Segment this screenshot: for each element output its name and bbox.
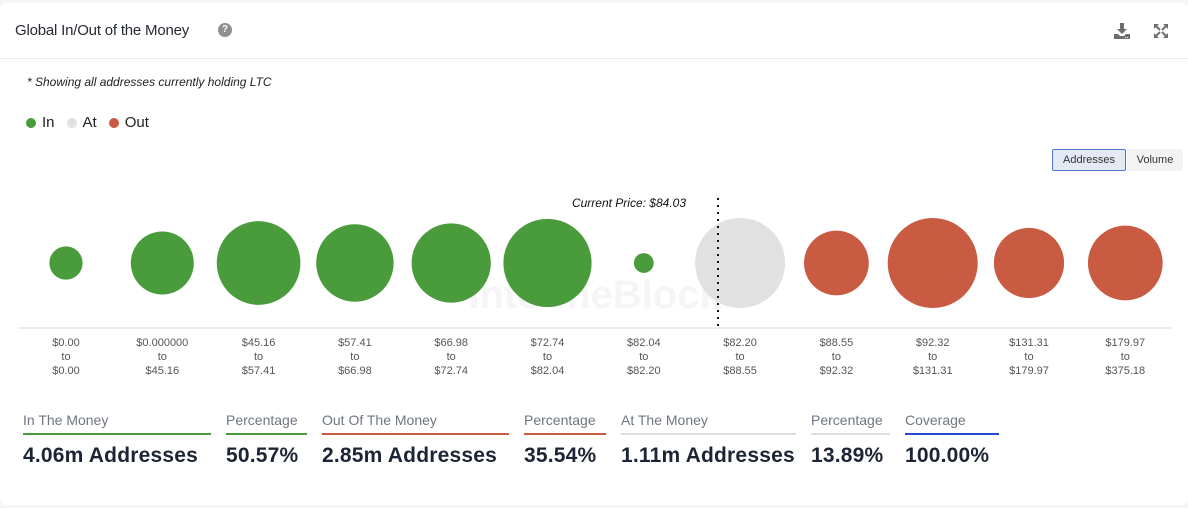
tick-label-joiner: to bbox=[928, 351, 937, 363]
question-circle-icon[interactable]: ? bbox=[218, 23, 232, 37]
tick-label-joiner: to bbox=[1024, 351, 1033, 363]
tick-label: $45.16 bbox=[145, 365, 179, 377]
stat-label: Percentage bbox=[226, 412, 307, 435]
bubble-chart: IntoTheBlock $0.00 to $0.00 $0.000000 to $45.1… bbox=[18, 196, 1172, 377]
stat-value: 35.54% bbox=[524, 444, 597, 467]
card-header: Global In/Out of the Money ? bbox=[0, 3, 1188, 59]
legend-label-in: In bbox=[42, 114, 55, 131]
stat-value: 4.06m Addresses bbox=[23, 444, 198, 467]
tick-label: $82.20 bbox=[627, 365, 661, 377]
stat-value: 1.11m Addresses bbox=[621, 444, 795, 467]
legend-item-out[interactable]: Out bbox=[108, 114, 149, 131]
watermark-text: IntoTheBlock bbox=[468, 273, 722, 317]
legend-label-at: At bbox=[82, 114, 97, 131]
tick-label: $66.98 bbox=[338, 365, 372, 377]
tick-label: $131.31 bbox=[913, 365, 953, 377]
tick-label-joiner: to bbox=[736, 351, 745, 363]
legend-dot-in bbox=[26, 117, 36, 128]
tick-label: $45.16 bbox=[242, 337, 276, 349]
bubble-out bbox=[804, 230, 869, 296]
tick-label-joiner: to bbox=[639, 351, 648, 363]
bubble-in bbox=[216, 221, 301, 305]
stat-in-the-money: In The Money 4.06m Addresses bbox=[23, 412, 211, 468]
volume-toggle[interactable]: Volume bbox=[1127, 149, 1183, 171]
bubble-in bbox=[411, 223, 491, 303]
legend-dot-out bbox=[108, 117, 119, 128]
tick-label: $131.31 bbox=[1009, 337, 1049, 349]
bubble-in bbox=[503, 218, 592, 308]
tick-label-joiner: to bbox=[254, 351, 263, 363]
tick-label: $0.00 bbox=[52, 337, 80, 349]
holding-note: * Showing all addresses currently holdin… bbox=[27, 75, 272, 89]
stat-coverage: Coverage 100.00% bbox=[905, 412, 999, 468]
tick-label: $82.20 bbox=[723, 337, 757, 349]
bubble-in bbox=[130, 231, 194, 295]
tick-label-joiner: to bbox=[1121, 351, 1130, 363]
stat-label: At The Money bbox=[621, 412, 796, 435]
tick-label: $82.04 bbox=[627, 337, 661, 349]
stat-at-the-money: At The Money 1.11m Addresses bbox=[621, 412, 796, 468]
tick-label: $88.55 bbox=[820, 337, 854, 349]
tick-label: $66.98 bbox=[434, 337, 468, 349]
tick-label: $0.00 bbox=[52, 365, 80, 377]
tick-label: $179.97 bbox=[1009, 365, 1049, 377]
tick-label: $92.32 bbox=[916, 337, 950, 349]
bubble-at bbox=[695, 218, 786, 308]
bubble-out bbox=[993, 227, 1065, 299]
stat-value: 13.89% bbox=[811, 444, 884, 467]
tick-label-joiner: to bbox=[447, 351, 456, 363]
legend-item-in[interactable]: In bbox=[26, 114, 55, 131]
tick-label-joiner: to bbox=[350, 351, 359, 363]
bubble-in bbox=[316, 224, 394, 302]
bubble-in bbox=[633, 253, 654, 273]
tick-label-joiner: to bbox=[158, 351, 167, 363]
tick-label: $179.97 bbox=[1105, 337, 1145, 349]
addresses-toggle[interactable]: Addresses bbox=[1052, 149, 1126, 171]
tick-label: $72.74 bbox=[434, 365, 468, 377]
legend-label-out: Out bbox=[124, 114, 149, 131]
current-price-label: Current Price: $84.03 bbox=[572, 196, 686, 210]
stat-in-percentage: Percentage 50.57% bbox=[226, 412, 307, 468]
in-out-money-card: Global In/Out of the Money ? * Showing a… bbox=[0, 3, 1188, 505]
stat-out-of-the-money: Out Of The Money 2.85m Addresses bbox=[322, 412, 509, 468]
tick-label: $92.32 bbox=[820, 365, 854, 377]
stat-label: In The Money bbox=[23, 412, 211, 435]
stat-label: Coverage bbox=[905, 412, 999, 435]
stat-value: 50.57% bbox=[226, 444, 299, 467]
stat-label: Percentage bbox=[524, 412, 606, 435]
tick-label: $375.18 bbox=[1105, 365, 1145, 377]
tick-label-joiner: to bbox=[61, 351, 70, 363]
tick-label-joiner: to bbox=[543, 351, 552, 363]
tick-label: $82.04 bbox=[531, 365, 565, 377]
tick-label: $57.41 bbox=[338, 337, 372, 349]
stat-value: 2.85m Addresses bbox=[322, 444, 497, 467]
tick-label: $72.74 bbox=[531, 337, 565, 349]
stat-label: Out Of The Money bbox=[322, 412, 509, 435]
chart-legend: In At Out bbox=[26, 114, 161, 131]
bubble-out bbox=[1087, 225, 1163, 301]
tick-label-joiner: to bbox=[832, 351, 841, 363]
download-icon[interactable] bbox=[1113, 22, 1131, 40]
stat-out-percentage: Percentage 35.54% bbox=[524, 412, 606, 468]
stat-value: 100.00% bbox=[905, 444, 990, 467]
legend-dot-at bbox=[66, 117, 77, 128]
stat-at-percentage: Percentage 13.89% bbox=[811, 412, 890, 468]
stat-label: Percentage bbox=[811, 412, 890, 435]
tick-label: $88.55 bbox=[723, 365, 757, 377]
tick-label: $57.41 bbox=[242, 365, 276, 377]
legend-item-at[interactable]: At bbox=[66, 114, 97, 131]
tick-label: $0.000000 bbox=[136, 337, 188, 349]
expand-icon[interactable] bbox=[1152, 22, 1170, 40]
bubble-in bbox=[49, 246, 83, 280]
card-title: Global In/Out of the Money bbox=[15, 22, 190, 39]
bubble-out bbox=[887, 218, 978, 308]
